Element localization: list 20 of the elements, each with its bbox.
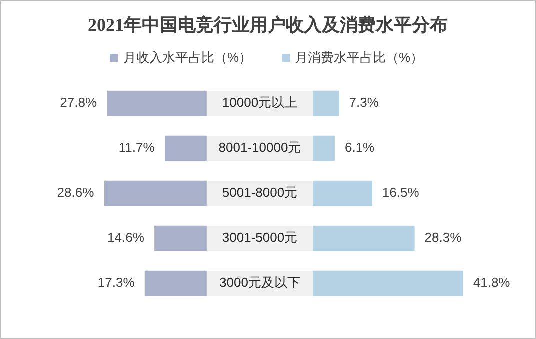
y-tick-label: 3001-5000元: [222, 229, 298, 248]
y-tick-label: 10000元以上: [222, 94, 298, 112]
data-label: 28.3%: [424, 230, 462, 246]
data-label: 11.7%: [118, 140, 156, 156]
data-label: 16.5%: [382, 185, 420, 200]
bar: [313, 90, 340, 116]
data-label: 7.3%: [349, 95, 380, 110]
data-label: 14.6%: [108, 230, 145, 246]
data-label: 28.6%: [57, 185, 95, 200]
data-label: 17.3%: [98, 275, 136, 290]
legend-label: 月消费水平占比（%）: [295, 49, 424, 67]
legend-label: 月收入水平占比（%）: [123, 49, 252, 67]
y-tick-label: 8001-10000元: [218, 139, 302, 158]
data-label: 41.8%: [473, 275, 511, 290]
y-tick-label: 5001-8000元: [222, 184, 298, 202]
bar: [313, 136, 335, 162]
data-label: 6.1%: [344, 140, 376, 156]
data-label: 27.8%: [60, 95, 98, 110]
y-tick-label: 3000元及以下: [220, 274, 300, 292]
text: 2021年中国电竞行业用户收入及消费水平分布: [87, 14, 449, 37]
